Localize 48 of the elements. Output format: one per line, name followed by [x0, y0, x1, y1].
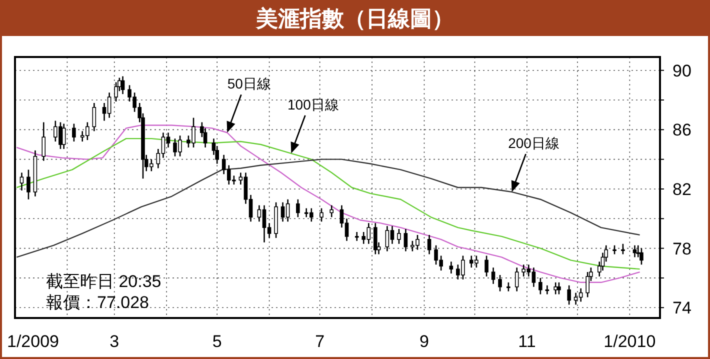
candlestick	[514, 266, 519, 292]
candlestick	[114, 82, 118, 102]
text: 50日線	[227, 76, 271, 92]
x-tick-label: 3	[110, 332, 120, 351]
candlestick	[26, 169, 30, 200]
candlestick	[373, 222, 378, 255]
candlestick	[567, 284, 571, 306]
candlestick	[92, 102, 96, 132]
candlestick	[62, 123, 66, 150]
candlestick	[449, 261, 454, 274]
candlestick	[404, 228, 408, 252]
candlestick	[545, 284, 550, 295]
candlestick	[320, 208, 324, 222]
candlestick	[491, 266, 496, 285]
annotation: 截至昨日 20:35	[46, 272, 162, 291]
chart-title: 美滙指數（日線圖）	[255, 6, 454, 31]
x-tick-label: 1/2010	[604, 332, 656, 351]
y-tick-label: 82	[672, 180, 692, 199]
candlestick	[72, 123, 76, 142]
text: 100日線	[288, 96, 339, 112]
x-tick-label: 5	[212, 332, 222, 351]
annotation: 報價：77.028	[46, 293, 149, 312]
y-tick-label: 78	[672, 239, 692, 258]
candlestick	[20, 172, 24, 192]
y-tick-label: 90	[672, 61, 692, 80]
text: 200日線	[508, 134, 560, 151]
y-tick-label: 86	[672, 120, 692, 140]
candlestick	[397, 228, 401, 244]
candlestick	[586, 271, 590, 298]
candlestick	[120, 76, 125, 95]
x-tick-label: 1/2009	[7, 332, 59, 351]
candlestick	[640, 248, 644, 266]
candlestick	[498, 274, 502, 292]
x-tick-label: 11	[518, 332, 536, 351]
y-tick-label: 74	[672, 298, 692, 318]
candlestick	[427, 234, 432, 255]
candlestick	[538, 277, 542, 295]
x-tick-label: 7	[315, 332, 325, 351]
candlestick	[42, 122, 46, 162]
line-series	[16, 158, 640, 258]
x-tick-label: 9	[419, 332, 429, 351]
candlestick	[636, 244, 640, 258]
candlestick	[484, 255, 488, 278]
candlestick	[621, 243, 625, 255]
candlestick	[296, 198, 300, 218]
candlestick	[330, 204, 334, 218]
candlestick	[354, 231, 359, 242]
candlestick	[557, 282, 561, 295]
